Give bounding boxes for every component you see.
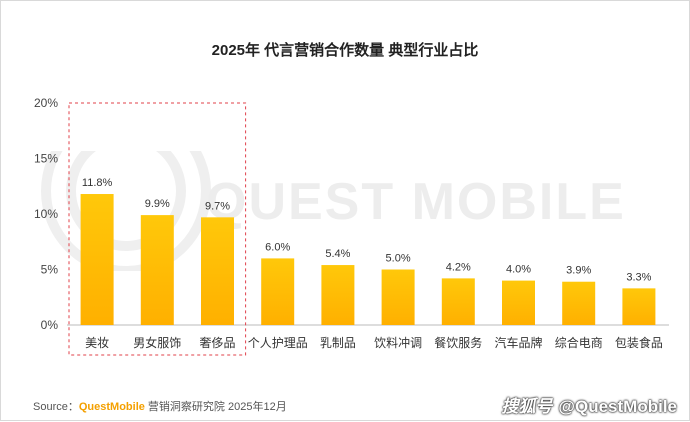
bar <box>80 194 114 325</box>
y-tick-label: 0% <box>41 318 59 332</box>
bar <box>562 281 596 325</box>
bar-value-label: 5.4% <box>325 248 350 260</box>
y-tick-label: 5% <box>41 263 59 277</box>
bar <box>381 269 415 325</box>
bar-value-label: 3.3% <box>626 271 651 283</box>
x-tick-label: 汽车品牌 <box>494 335 542 350</box>
x-tick-label: 饮料冲调 <box>374 335 422 350</box>
highlight-box <box>68 102 247 356</box>
bar <box>622 288 656 325</box>
source-text: 营销洞察研究院 2025年12月 <box>144 401 287 413</box>
x-axis-labels: 美妆 男女服饰 奢侈品 个人护理品 乳制品 饮料冲调 餐饮服务 汽车品牌 综合电商 包装食品 <box>85 335 663 350</box>
bar-value-label: 9.7% <box>205 200 230 212</box>
source-brand: QuestMobile <box>78 401 145 413</box>
bar-value-label: 11.8% <box>82 177 113 189</box>
x-tick-label: 乳制品 <box>320 336 356 350</box>
highlight-box-group <box>68 102 247 356</box>
y-tick-label: 15% <box>34 152 58 166</box>
x-tick-label: 餐饮服务 <box>434 335 482 350</box>
source-prefix: Source： <box>33 401 79 413</box>
bars-group: 11.8% 9.9% 9.7% 6.0% 5.4% 5.0% 4.2% 4.0% 3.9% 3.3… <box>80 177 656 325</box>
bar-value-label: 5.0% <box>386 253 411 265</box>
bar <box>261 258 295 325</box>
bar-value-label: 6.0% <box>265 241 290 253</box>
x-tick-label: 男女服饰 <box>133 335 181 350</box>
watermark-text: QUEST MOBILE <box>206 173 626 231</box>
bar-value-label: 4.0% <box>506 264 531 276</box>
bar <box>321 265 355 325</box>
bar-value-label: 9.9% <box>145 198 170 210</box>
publisher-credit: 搜狐号 @QuestMobile <box>501 392 677 417</box>
y-tick-label: 20% <box>34 96 58 110</box>
bar <box>201 217 234 325</box>
x-tick-label: 美妆 <box>85 336 109 350</box>
bar <box>140 215 174 325</box>
x-tick-label: 个人护理品 <box>248 336 308 350</box>
bar-value-label: 3.9% <box>566 265 591 277</box>
watermark-logo-icon <box>41 151 211 271</box>
credit-platform: 搜狐号 <box>501 397 553 416</box>
chart-title: 2025年 代言营销合作数量 典型行业占比 <box>211 42 479 59</box>
source-note: Source：QuestMobile 营销洞察研究院 2025年12月 <box>33 398 287 414</box>
bar-value-label: 4.2% <box>446 261 471 273</box>
y-tick-label: 10% <box>34 207 58 221</box>
x-tick-label: 综合电商 <box>555 335 603 350</box>
credit-handle: @QuestMobile <box>558 397 677 416</box>
x-tick-label: 奢侈品 <box>199 336 235 350</box>
watermark: QUEST MOBILE <box>41 151 626 271</box>
bar <box>502 280 535 325</box>
x-tick-label: 包装食品 <box>615 335 663 350</box>
bar <box>441 278 475 325</box>
